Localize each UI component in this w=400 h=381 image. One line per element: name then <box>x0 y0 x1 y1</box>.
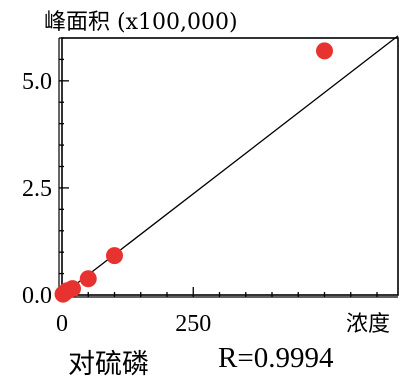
y-axis-label: 峰面积 (x100,000) <box>44 10 238 35</box>
x-axis-label: 浓度 <box>346 312 390 337</box>
correlation-value: R=0.9994 <box>218 342 334 374</box>
calibration-chart: 0.0 2.5 5.0 0 250 峰面积 (x100,000) 浓度 <box>22 10 399 337</box>
y-tick-label: 2.5 <box>22 176 52 202</box>
data-point <box>79 270 97 288</box>
axis-ticks: 0.0 2.5 5.0 0 250 <box>22 37 378 337</box>
y-tick-label: 5.0 <box>22 69 52 95</box>
x-tick-label: 0 <box>56 311 68 337</box>
compound-name: 对硫磷 <box>68 349 149 380</box>
y-tick-label: 0.0 <box>22 283 52 309</box>
data-points <box>54 42 333 303</box>
data-point <box>106 247 123 265</box>
axis-labels: 峰面积 (x100,000) 浓度 <box>44 10 390 337</box>
x-tick-label: 250 <box>175 311 211 337</box>
data-point <box>64 280 81 298</box>
chart-caption: 对硫磷 R=0.9994 <box>0 340 400 380</box>
data-point <box>316 42 333 60</box>
